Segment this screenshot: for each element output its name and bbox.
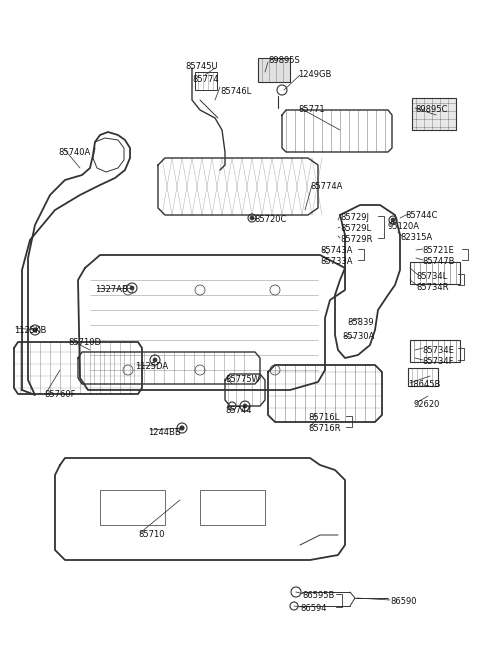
Text: 85771: 85771 bbox=[298, 105, 324, 114]
Text: 85734R: 85734R bbox=[416, 283, 448, 292]
Text: 86595B: 86595B bbox=[302, 591, 335, 600]
Circle shape bbox=[33, 328, 37, 332]
Text: 85775W: 85775W bbox=[225, 375, 260, 384]
Text: 85729J: 85729J bbox=[340, 213, 369, 222]
Text: 85746L: 85746L bbox=[220, 87, 251, 96]
Text: 1125KB: 1125KB bbox=[14, 326, 47, 335]
Text: 85716L: 85716L bbox=[308, 413, 339, 422]
Circle shape bbox=[130, 286, 134, 290]
Text: 85710D: 85710D bbox=[68, 338, 101, 347]
Text: 85734L: 85734L bbox=[416, 272, 447, 281]
Bar bbox=[100, 490, 165, 525]
Text: 86590: 86590 bbox=[390, 597, 417, 606]
Text: 85740A: 85740A bbox=[58, 148, 90, 157]
Text: 85716R: 85716R bbox=[308, 424, 340, 433]
Text: 85720C: 85720C bbox=[254, 215, 287, 224]
Text: 92620: 92620 bbox=[414, 400, 440, 409]
Text: 85839: 85839 bbox=[347, 318, 373, 327]
Text: 85747B: 85747B bbox=[422, 257, 455, 266]
Bar bbox=[258, 58, 290, 82]
Text: 86594: 86594 bbox=[300, 604, 326, 613]
Text: 85721E: 85721E bbox=[422, 246, 454, 255]
Circle shape bbox=[153, 358, 157, 362]
Text: 95120A: 95120A bbox=[388, 222, 420, 231]
Text: 85729R: 85729R bbox=[340, 235, 372, 244]
Bar bbox=[200, 490, 265, 525]
Text: 85744: 85744 bbox=[225, 406, 252, 415]
Text: 85734E: 85734E bbox=[422, 346, 454, 355]
Circle shape bbox=[250, 216, 254, 220]
Bar bbox=[408, 368, 438, 386]
Text: 85734F: 85734F bbox=[422, 357, 454, 366]
Circle shape bbox=[243, 404, 247, 408]
Text: 85774: 85774 bbox=[192, 75, 218, 84]
Text: 1125DA: 1125DA bbox=[135, 362, 168, 371]
Text: 85745U: 85745U bbox=[185, 62, 217, 71]
Text: 18645B: 18645B bbox=[408, 380, 440, 389]
Text: 1249GB: 1249GB bbox=[298, 70, 331, 79]
Text: 85744C: 85744C bbox=[405, 211, 437, 220]
Text: 89895S: 89895S bbox=[268, 56, 300, 65]
Bar bbox=[195, 72, 217, 90]
Text: 85733A: 85733A bbox=[320, 257, 352, 266]
Bar bbox=[410, 340, 460, 362]
Bar bbox=[412, 98, 456, 130]
Text: 85729L: 85729L bbox=[340, 224, 371, 233]
Text: 85743A: 85743A bbox=[320, 246, 352, 255]
Text: 1327AB: 1327AB bbox=[95, 285, 128, 294]
Text: 82315A: 82315A bbox=[400, 233, 432, 242]
Text: 89895C: 89895C bbox=[415, 105, 447, 114]
Text: 85730A: 85730A bbox=[342, 332, 374, 341]
Circle shape bbox=[180, 426, 184, 430]
Bar bbox=[410, 262, 460, 284]
Text: 85760F: 85760F bbox=[44, 390, 75, 399]
Text: 1244BB: 1244BB bbox=[148, 428, 181, 437]
Text: 85710: 85710 bbox=[138, 530, 165, 539]
Circle shape bbox=[391, 218, 395, 222]
Text: 85774A: 85774A bbox=[310, 182, 342, 191]
